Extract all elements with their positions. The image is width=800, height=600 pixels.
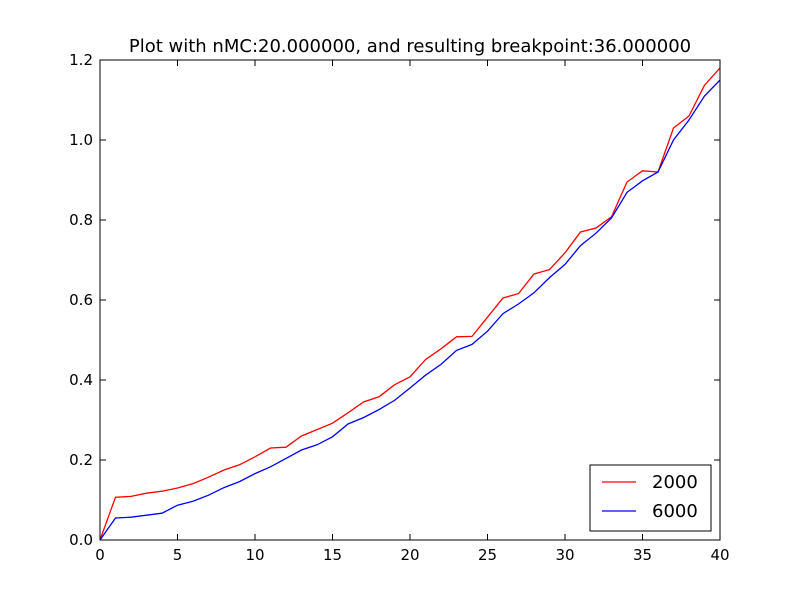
chart-title: Plot with nMC:20.000000, and resulting b… (129, 36, 691, 57)
x-tick-label: 35 (633, 546, 652, 564)
legend-label-2000: 2000 (652, 472, 698, 493)
series-line-2000 (99, 67, 721, 541)
x-tick-label: 5 (173, 546, 183, 564)
y-tick-label: 0.2 (69, 451, 93, 469)
y-tick-label: 0.4 (69, 371, 93, 389)
y-tick-label: 0.8 (69, 211, 93, 229)
x-tick-label: 0 (95, 546, 105, 564)
y-tick-label: 1.0 (69, 131, 93, 149)
y-tick-label: 1.2 (69, 51, 93, 69)
legend-label-6000: 6000 (652, 501, 698, 522)
x-tick-label: 25 (478, 546, 497, 564)
y-tick-label: 0.0 (69, 531, 93, 549)
y-tick-label: 0.6 (69, 291, 93, 309)
x-tick-label: 30 (555, 546, 574, 564)
x-tick-label: 15 (323, 546, 342, 564)
x-tick-label: 20 (400, 546, 419, 564)
x-tick-label: 40 (710, 546, 729, 564)
x-tick-label: 10 (245, 546, 264, 564)
legend-box (589, 464, 712, 532)
series-line-6000 (99, 79, 721, 541)
